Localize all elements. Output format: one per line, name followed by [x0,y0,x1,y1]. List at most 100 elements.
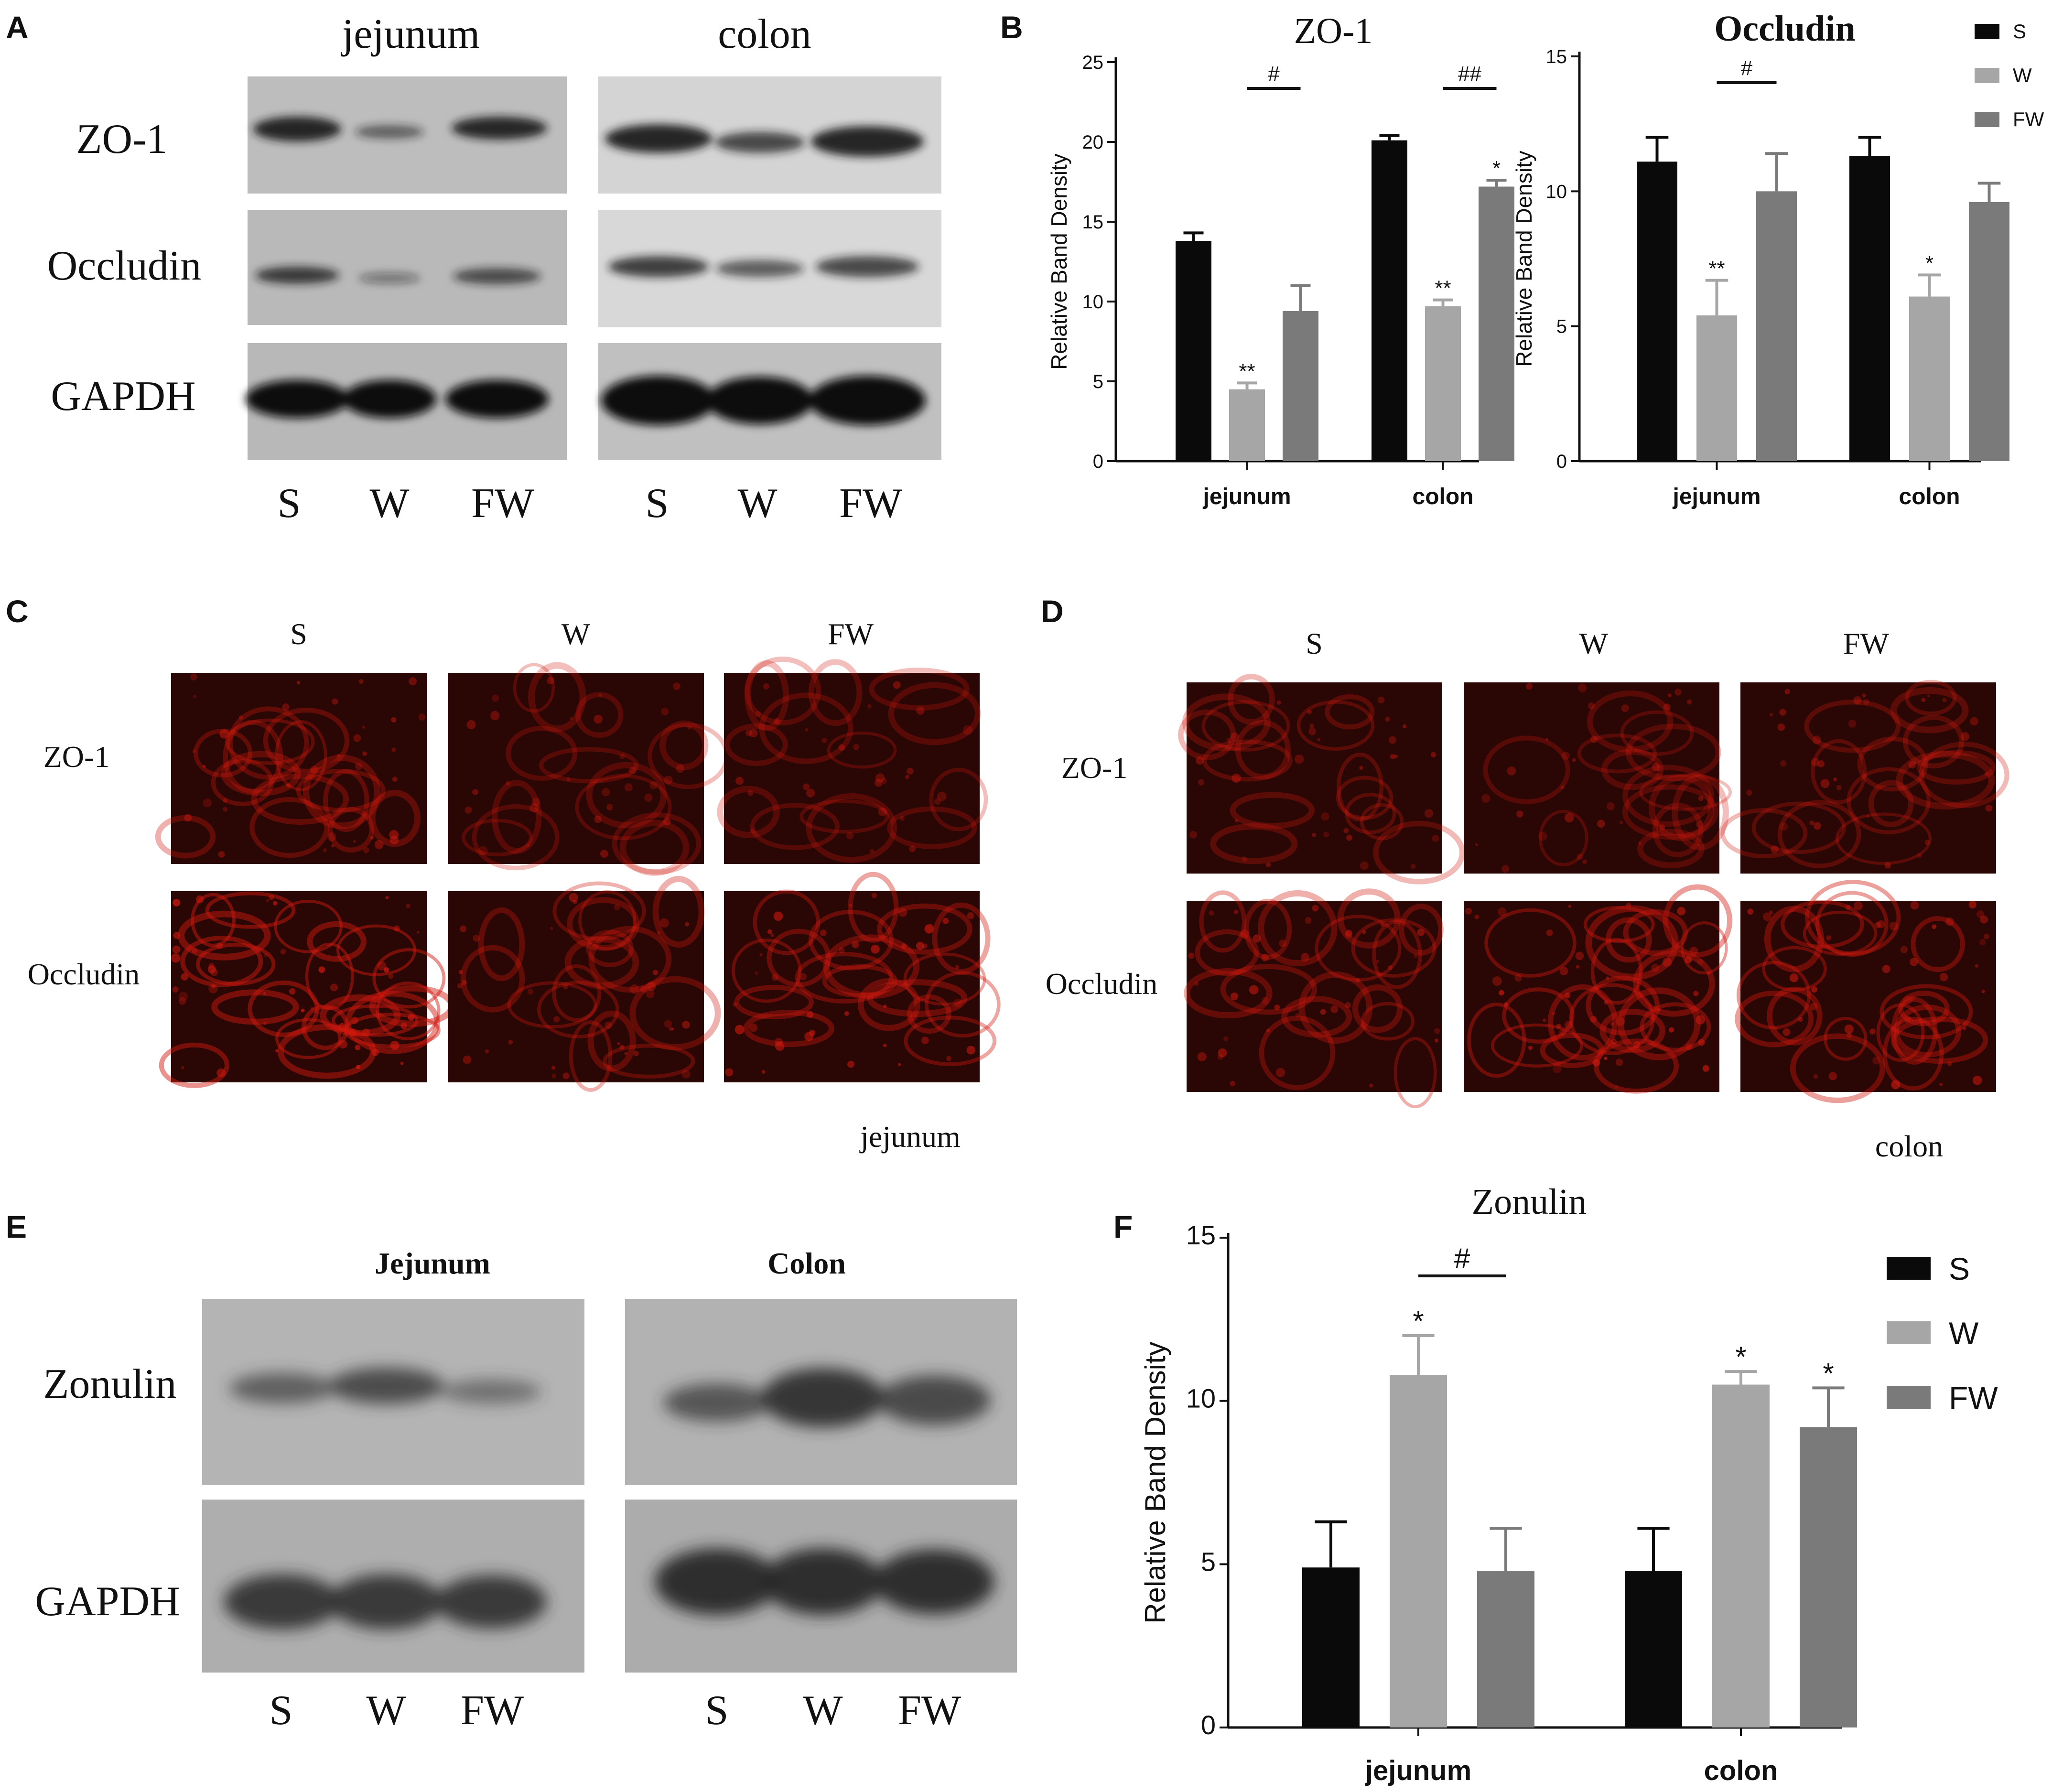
cell-outline [1751,801,1846,854]
legend-label-w: W [1949,1316,1979,1351]
stain-dot [606,804,613,810]
stain-dot [1651,963,1660,972]
cell-outline [302,755,381,829]
cell-outline [1637,829,1705,869]
cell-outline [750,803,840,850]
chart-title: Occludin [1714,9,1856,49]
stain-dot [664,1020,672,1028]
stain-dot [1877,920,1885,928]
cell-outline [223,720,283,794]
micrograph-bg [1740,682,1996,874]
stain-dot [193,694,197,699]
stain-dot [1568,905,1572,908]
stain-dot [1388,736,1397,744]
chart-zo1: ZO-1 0 5 10 15 20 25 Relative Band Density jejun… [1047,11,1514,509]
micrograph [717,656,988,864]
stain-dot [1223,1036,1229,1041]
cell-outline [1762,946,1827,992]
cell-outline [248,980,320,1037]
cell-outline [1790,1033,1886,1103]
stain-dot [275,1049,279,1053]
stain-dot [1771,845,1779,854]
cell-outline [1344,793,1396,834]
stain-dot [1376,959,1380,963]
stain-dot [619,1045,625,1050]
stain-dot [898,908,907,917]
stain-dot [1657,1008,1661,1012]
cell-outline [1184,968,1273,1019]
stain-dot [1853,696,1862,705]
stain-dot [1410,864,1416,869]
stain-dot [1917,853,1922,858]
stain-dot [598,693,602,697]
cell-outline [1599,1009,1665,1053]
cell-outline [1824,1016,1868,1061]
stain-dot [1779,709,1786,716]
cell-outline [1720,808,1808,859]
stain-dot [1209,910,1214,916]
cell-outline [795,951,894,1004]
cell-outline [307,921,367,962]
stain-dot [473,934,480,942]
stain-dot [1614,1085,1619,1089]
panel-d-col-fw: FW [1843,626,1890,660]
cell-outline [1890,687,1969,734]
cell-outline [1639,773,1732,811]
stain-dot [1301,953,1309,961]
cell-outline [249,797,329,858]
cell-outline [1569,983,1655,1055]
y-tick-label: 5 [1201,1546,1216,1576]
stain-dot [416,930,420,934]
stain-dot [572,899,577,905]
stain-dot [735,777,744,785]
significance-marker: ** [1239,359,1255,383]
stain-dot [1984,772,1989,777]
panel-e-blot-colon-zonulin [625,1299,1017,1485]
stain-dot [331,844,335,848]
cell-outline [578,890,637,951]
stain-dot [1295,754,1304,764]
panel-d-row-zo1: ZO-1 [1061,751,1128,785]
stain-dot [570,716,573,720]
panel-a-lane-3: FW [471,480,534,527]
stain-dot [1910,901,1919,910]
cell-outline [808,659,863,726]
stain-dot [1305,917,1312,924]
stain-dot [671,1027,674,1031]
stain-dot [1697,959,1704,965]
stain-dot [1698,1039,1705,1046]
significance-marker: * [1413,1305,1424,1337]
bar-s-jejunum [1302,1567,1360,1727]
stain-dot [1590,1015,1597,1023]
stain-dot [1626,902,1631,907]
stain-dot [263,992,266,995]
panel-f: F Zonulin 0 5 10 15 Relative Band Density jeju… [1113,1182,1998,1786]
stain-dot [310,1007,314,1011]
stain-dot [301,1008,305,1013]
stain-dot [363,847,369,853]
stain-dot [898,1063,901,1067]
cell-outline [1361,1002,1415,1041]
stain-dot [1577,853,1583,860]
stain-dot [1833,777,1837,782]
stain-dot [1380,922,1384,927]
cell-outline [1898,991,1950,1026]
bar-w-colon [1425,306,1461,461]
stain-dot [490,711,500,721]
micrograph-bg [1187,901,1442,1092]
stain-dot [391,717,397,723]
stain-dot [1543,1018,1546,1022]
cell-outline [823,934,920,999]
stain-dot [1307,710,1312,714]
stain-dot [1981,990,1985,993]
panel-a-tissue-colon: colon [718,11,811,57]
stain-dot [181,973,189,981]
stain-dot [1217,1054,1223,1060]
stain-dot [527,989,534,995]
stain-dot [374,840,384,849]
panel-a-lane-5: W [737,480,777,527]
stain-dot [594,815,602,823]
y-tick-label: 15 [1546,46,1567,67]
cell-outline [1538,810,1588,866]
cell-outline [903,952,986,1006]
